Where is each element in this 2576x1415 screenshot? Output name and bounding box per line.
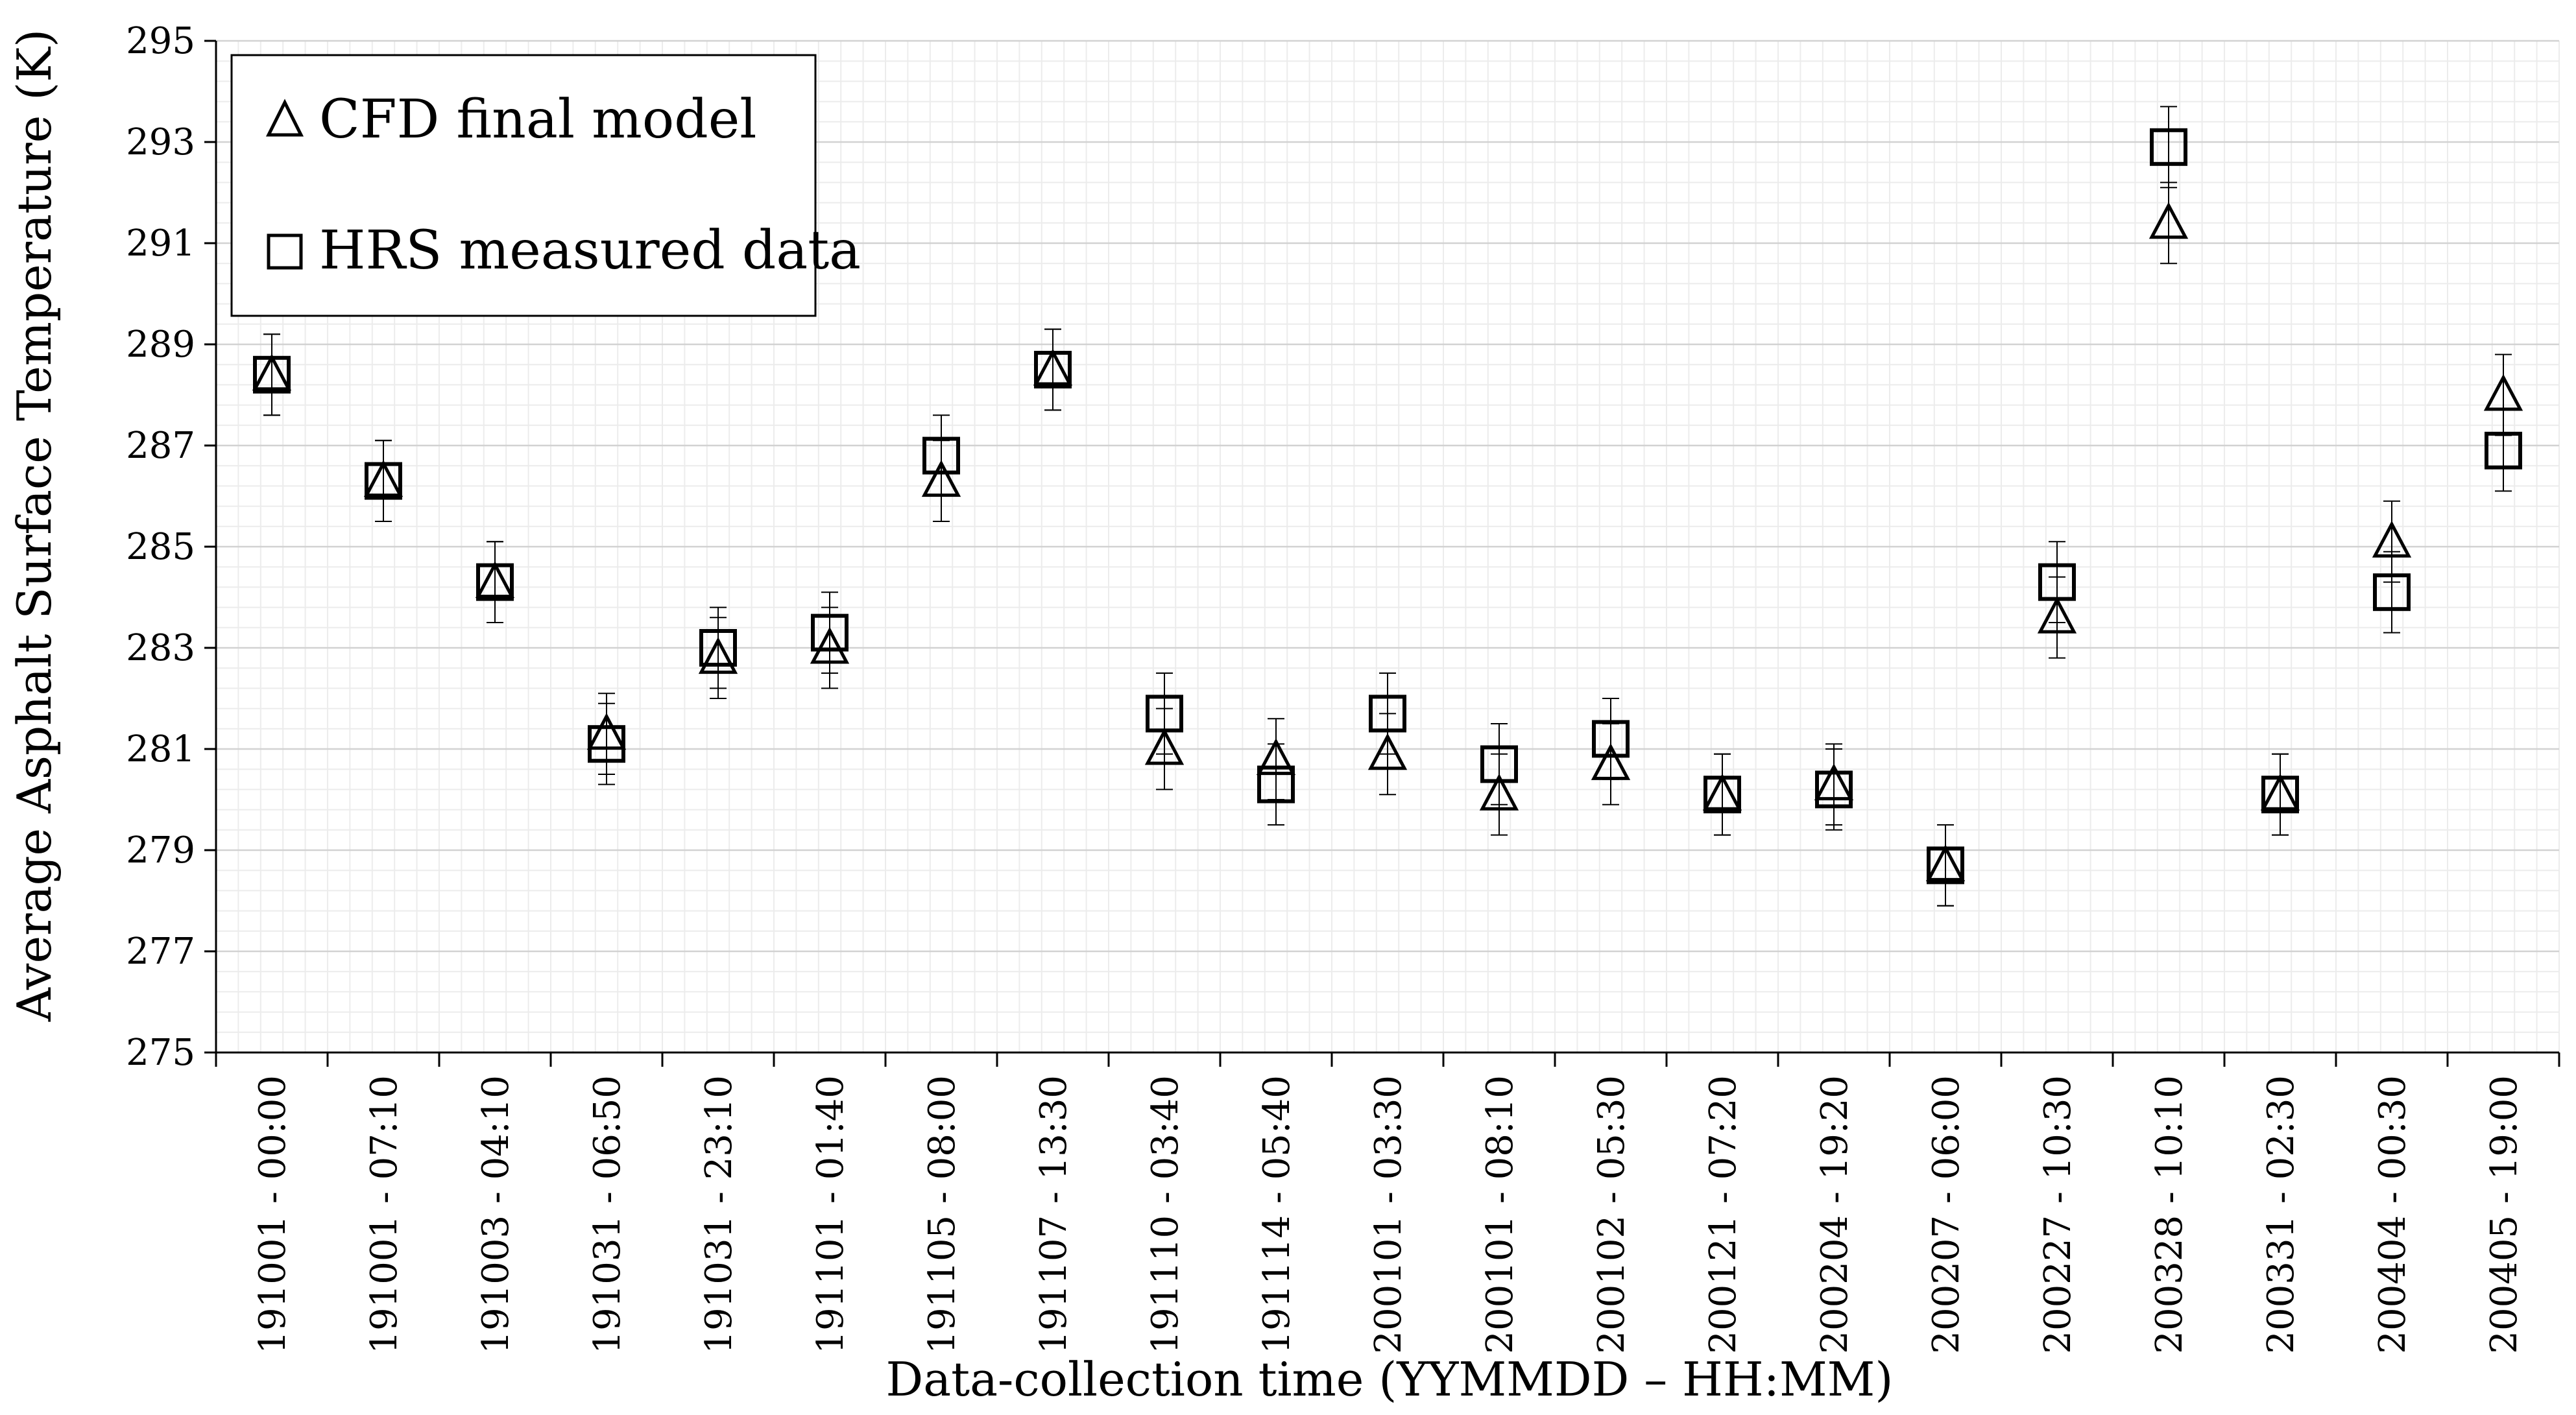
cfd-data-point [1702, 773, 1742, 811]
x-tick-label: 200227 - 10:30 [2037, 1075, 2079, 1354]
cfd-data-point [2372, 520, 2412, 558]
x-axis-title: Data-collection time (YYMMDD – HH:MM) [886, 1352, 1894, 1407]
x-tick-label: 200101 - 08:10 [1479, 1075, 1521, 1354]
cfd-data-point [1925, 844, 1966, 881]
x-tick-label: 191001 - 07:10 [363, 1075, 405, 1354]
y-tick-label: 283 [126, 627, 195, 669]
hrs-data-point [2150, 128, 2187, 166]
cfd-data-point [1256, 738, 1296, 776]
legend-box [230, 54, 817, 317]
hrs-data-point [811, 613, 849, 652]
hrs-data-point [1369, 695, 1406, 733]
x-tick-label: 200405 - 19:00 [2483, 1075, 2525, 1354]
cfd-data-point [252, 353, 292, 391]
y-tick-label: 287 [126, 425, 195, 467]
y-tick-label: 295 [126, 20, 195, 62]
x-tick-label: 191031 - 23:10 [698, 1075, 740, 1354]
y-axis-title: Average Asphalt Surface Temperature (K) [7, 29, 62, 1023]
x-tick-label: 191105 - 08:00 [921, 1075, 963, 1354]
legend-triangle-icon [265, 99, 304, 137]
x-tick-label: 200328 - 10:10 [2149, 1075, 2191, 1354]
cfd-data-point [586, 713, 627, 750]
legend-square-icon [267, 233, 303, 270]
y-tick-labels: 275 277 279 281 283 285 287 289 291 293 295 [126, 20, 216, 1074]
legend: CFD final model HRS measured data [230, 54, 861, 317]
x-tick-label: 200404 - 00:30 [2372, 1075, 2414, 1354]
hrs-data-point [2485, 431, 2522, 470]
y-tick-label: 291 [126, 222, 195, 265]
x-tick-label: 191110 - 03:40 [1144, 1075, 1186, 1354]
hrs-data-point [588, 725, 625, 763]
x-tick-labels: 191001 - 00:00 191001 - 07:10 191003 - 04:… [215, 1052, 2560, 1354]
legend-label-cfd: CFD final model [319, 89, 757, 150]
cfd-data-point [2483, 374, 2523, 411]
hrs-data-point [699, 629, 737, 667]
x-tick-label: 200102 - 05:30 [1591, 1075, 1633, 1354]
cfd-data-point [475, 561, 515, 599]
y-tick-label: 285 [126, 526, 195, 568]
hrs-data-point [1592, 720, 1630, 758]
y-tick-label: 279 [126, 829, 195, 872]
cfd-data-point [1144, 728, 1185, 765]
x-tick-label: 191003 - 04:10 [475, 1075, 517, 1354]
cfd-data-point [363, 460, 403, 497]
x-tick-label: 191107 - 13:30 [1033, 1075, 1075, 1354]
cfd-data-point [921, 460, 961, 497]
y-tick-label: 275 [126, 1032, 195, 1074]
x-tick-label: 200121 - 07:20 [1702, 1075, 1744, 1354]
x-tick-label: 191114 - 05:40 [1256, 1075, 1298, 1354]
hrs-data-point [2373, 573, 2411, 612]
y-tick-label: 277 [126, 931, 195, 973]
x-tick-label: 191101 - 01:40 [810, 1075, 852, 1354]
hrs-data-point [1480, 745, 1518, 783]
x-tick-label: 200101 - 03:30 [1367, 1075, 1410, 1354]
cfd-data-point [2037, 596, 2077, 634]
cfd-data-point [698, 637, 738, 674]
cfd-data-point [1591, 743, 1631, 780]
legend-label-hrs: HRS measured data [319, 220, 861, 281]
hrs-data-point [922, 436, 960, 475]
cfd-data-point [810, 626, 850, 664]
cfd-data-point [1479, 773, 1519, 811]
x-tick-label: 200207 - 06:00 [1925, 1075, 1968, 1354]
x-tick-label: 200331 - 02:30 [2260, 1075, 2302, 1354]
y-tick-label: 293 [126, 121, 195, 163]
data-markers [252, 128, 2523, 885]
x-tick-label: 191031 - 06:50 [586, 1075, 629, 1354]
cfd-data-point [1367, 733, 1408, 770]
x-tick-label: 200204 - 19:20 [1814, 1075, 1856, 1354]
cfd-data-point [1033, 348, 1073, 386]
cfd-data-point [2149, 202, 2189, 239]
x-tick-label: 191001 - 00:00 [252, 1075, 294, 1354]
error-bars [263, 106, 2512, 907]
hrs-data-point [1257, 765, 1295, 803]
y-tick-label: 281 [126, 728, 195, 770]
y-tick-label: 289 [126, 324, 195, 366]
cfd-data-point [1814, 763, 1854, 801]
cfd-data-point [2260, 773, 2300, 811]
hrs-data-point [1815, 770, 1853, 809]
